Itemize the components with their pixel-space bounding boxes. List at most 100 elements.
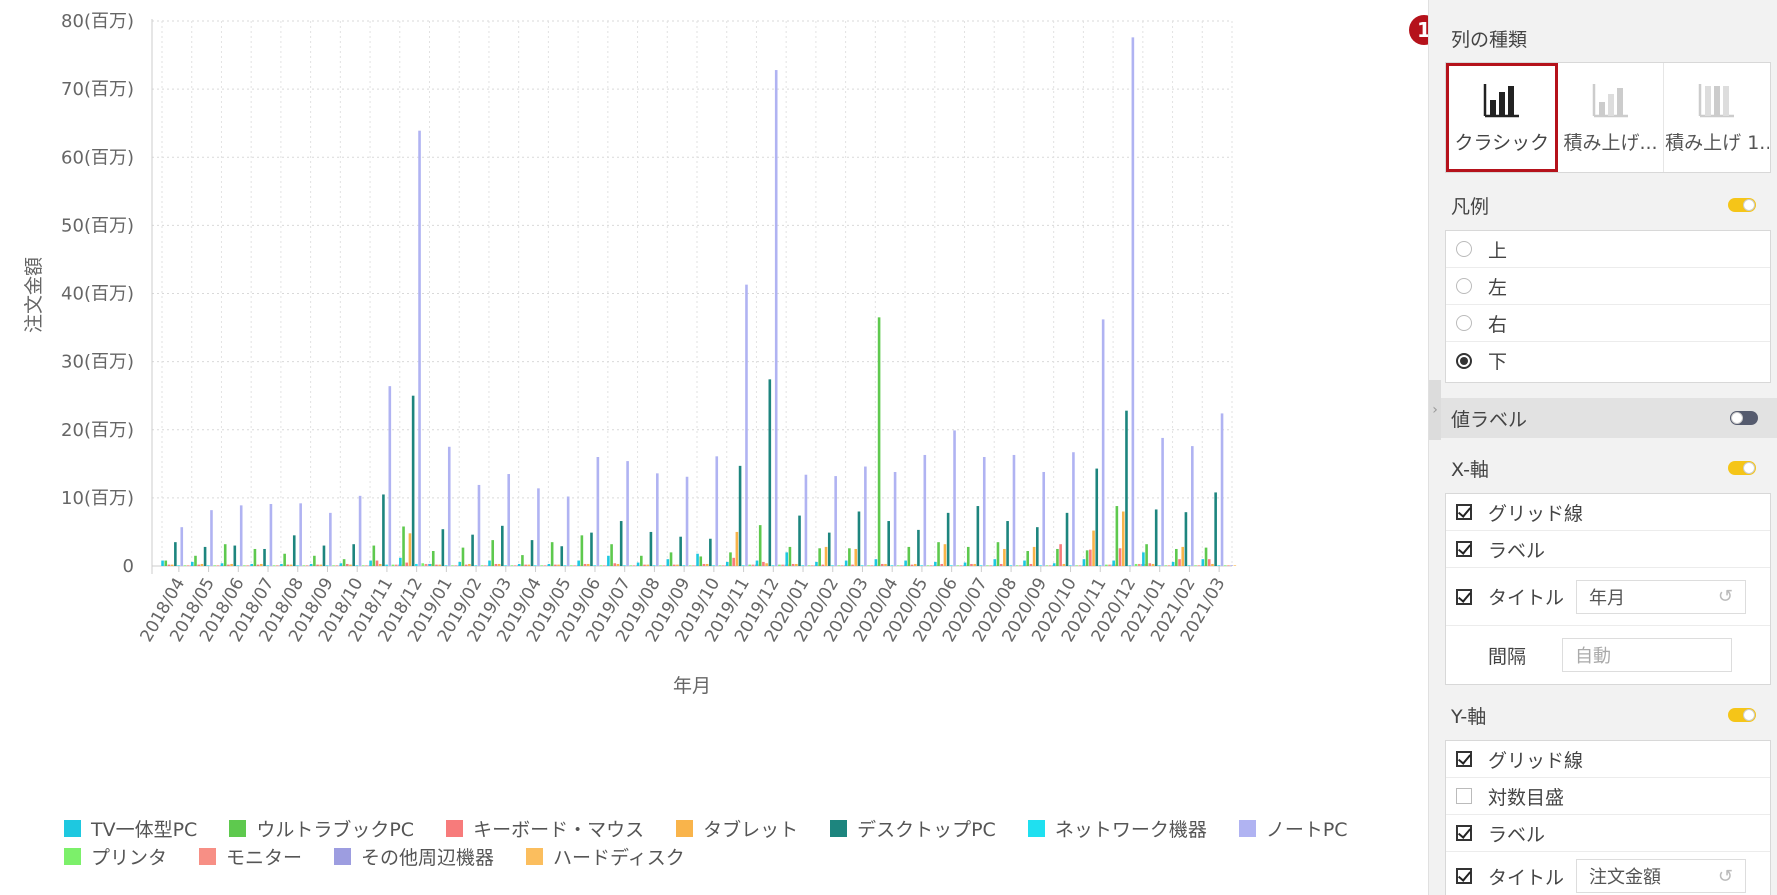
legend-option-right[interactable]: 右: [1446, 305, 1770, 342]
y-grid-row[interactable]: グリッド線: [1446, 741, 1770, 778]
x-grid-checkbox[interactable]: [1456, 504, 1472, 520]
classic-bar-icon: [1482, 80, 1522, 120]
bar: [382, 494, 385, 566]
y-log-checkbox[interactable]: [1456, 788, 1472, 804]
bar: [352, 544, 355, 566]
legend-item[interactable]: タブレット: [676, 815, 798, 842]
legend-item[interactable]: ノートPC: [1239, 815, 1348, 842]
column-type-stacked-label: 積み上げ...: [1563, 128, 1657, 155]
y-label-row[interactable]: ラベル: [1446, 815, 1770, 852]
radio-left[interactable]: [1456, 278, 1472, 294]
legend-item[interactable]: TV一体型PC: [64, 815, 197, 842]
legend-item[interactable]: ウルトラブックPC: [229, 815, 414, 842]
bar: [1049, 565, 1052, 566]
bar: [620, 521, 623, 566]
y-label-checkbox[interactable]: [1456, 825, 1472, 841]
bar: [778, 565, 781, 566]
y-grid-checkbox[interactable]: [1456, 751, 1472, 767]
bar: [772, 565, 775, 566]
x-grid-row[interactable]: グリッド線: [1446, 494, 1770, 531]
bar: [597, 457, 600, 566]
x-label-label: ラベル: [1488, 536, 1545, 563]
x-title-checkbox[interactable]: [1456, 589, 1472, 605]
bar: [581, 535, 584, 566]
bar: [462, 548, 465, 566]
collapse-handle-icon[interactable]: ›: [1429, 380, 1441, 440]
x-title-input[interactable]: 年月 ↺: [1576, 580, 1746, 614]
bar: [977, 506, 980, 566]
bar: [171, 565, 174, 566]
bar: [1099, 565, 1102, 566]
bar: [1102, 319, 1105, 566]
bar: [1128, 565, 1131, 566]
x-axis-toggle[interactable]: [1728, 461, 1756, 475]
bar: [224, 544, 227, 566]
bar: [319, 565, 322, 566]
legend-item[interactable]: モニター: [199, 843, 302, 870]
legend-item[interactable]: デスクトップPC: [830, 815, 996, 842]
bar: [402, 526, 405, 566]
legend-item[interactable]: ハードディスク: [526, 843, 685, 870]
bar: [703, 564, 706, 566]
legend-toggle[interactable]: [1728, 198, 1756, 212]
legend-swatch: [1028, 820, 1045, 837]
column-type-stacked-100[interactable]: 積み上げ 1...: [1664, 63, 1770, 172]
bar: [1185, 512, 1188, 566]
y-axis-toggle[interactable]: [1728, 708, 1756, 722]
bar: [736, 532, 739, 566]
bar: [474, 565, 477, 566]
bar: [184, 565, 187, 566]
legend-option-left[interactable]: 左: [1446, 268, 1770, 305]
column-type-classic[interactable]: クラシック: [1446, 63, 1558, 172]
y-title-checkbox[interactable]: [1456, 868, 1472, 884]
bar: [376, 561, 379, 566]
bar: [207, 565, 210, 566]
bar: [792, 564, 795, 566]
reset-icon[interactable]: ↺: [1718, 866, 1733, 887]
legend-swatch: [830, 820, 847, 837]
bar: [1108, 565, 1111, 566]
reset-icon[interactable]: ↺: [1718, 586, 1733, 607]
radio-bottom[interactable]: [1456, 353, 1472, 369]
stacked-bar-icon: [1591, 80, 1631, 120]
legend-option-top[interactable]: 上: [1446, 231, 1770, 268]
y-title-input[interactable]: 注文金額 ↺: [1576, 859, 1746, 893]
bar: [429, 564, 432, 566]
bar: [692, 565, 695, 566]
bar: [335, 565, 338, 566]
bar: [329, 513, 332, 566]
legend-item[interactable]: その他周辺機器: [334, 843, 494, 870]
bar: [822, 565, 825, 566]
value-label-header: 値ラベル: [1441, 398, 1777, 438]
value-label-toggle[interactable]: [1730, 411, 1758, 425]
y-log-row[interactable]: 対数目盛: [1446, 778, 1770, 815]
radio-right[interactable]: [1456, 315, 1472, 331]
y-tick-label: 30(百万): [61, 352, 134, 373]
bar: [646, 565, 649, 566]
bar: [1197, 565, 1200, 566]
radio-top[interactable]: [1456, 241, 1472, 257]
legend-item[interactable]: キーボード・マウス: [446, 815, 644, 842]
bar: [801, 565, 804, 566]
legend-item[interactable]: ネットワーク機器: [1028, 815, 1207, 842]
legend-item[interactable]: プリンタ: [64, 843, 167, 870]
legend-option-bottom[interactable]: 下: [1446, 342, 1770, 379]
bar: [221, 563, 224, 566]
bar: [389, 386, 392, 566]
bar: [257, 565, 260, 566]
bar: [881, 564, 884, 566]
x-label-checkbox[interactable]: [1456, 541, 1472, 557]
bar: [161, 561, 164, 566]
y-grid-label: グリッド線: [1488, 746, 1583, 773]
bar: [629, 565, 632, 566]
bar: [908, 547, 911, 566]
x-label-row[interactable]: ラベル: [1446, 531, 1770, 568]
bar: [1089, 550, 1092, 566]
x-title-label: タイトル: [1488, 583, 1564, 610]
bar: [564, 565, 567, 566]
x-axis-title: 年月: [673, 675, 711, 697]
column-type-stacked[interactable]: 積み上げ...: [1558, 63, 1665, 172]
x-interval-input[interactable]: 自動: [1562, 638, 1732, 672]
bar: [495, 564, 498, 566]
legend-label: プリンタ: [91, 843, 167, 870]
